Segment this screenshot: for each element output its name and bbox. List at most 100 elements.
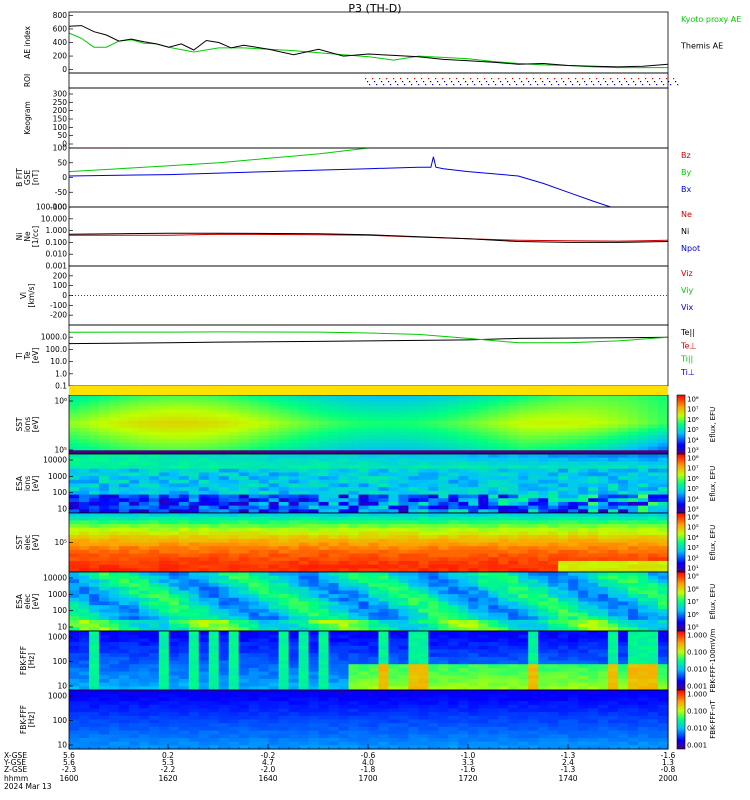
spectrogram-cell xyxy=(178,649,190,654)
spectrogram-cell xyxy=(558,575,569,580)
spectrogram-cell xyxy=(198,634,210,639)
spectrogram-cell xyxy=(238,406,250,411)
spectrogram-cell xyxy=(518,465,529,470)
spectrogram-cell xyxy=(628,424,639,429)
spectrogram-cell xyxy=(158,542,170,547)
spectrogram-cell xyxy=(69,406,80,411)
spectrogram-cell xyxy=(588,612,599,617)
spectrogram-cell xyxy=(408,553,420,558)
roi-marker xyxy=(516,84,518,86)
spectrogram-cell xyxy=(488,505,499,510)
spectrogram-cell xyxy=(228,516,240,521)
spectrogram-cell xyxy=(418,667,429,673)
spectrogram-cell xyxy=(288,575,300,580)
spectrogram-cell xyxy=(188,664,200,669)
spectrogram-cell xyxy=(158,557,170,562)
spectrogram-cell xyxy=(258,601,270,606)
spectrogram-cell xyxy=(248,678,260,684)
spectrogram-cell xyxy=(118,417,130,422)
roi-marker xyxy=(411,84,413,86)
spectrogram-cell xyxy=(598,509,609,514)
spectrogram-cell xyxy=(398,675,410,680)
spectrogram-cell xyxy=(638,420,649,426)
spectrogram-cell xyxy=(238,494,250,499)
spectrogram-cell xyxy=(348,601,360,606)
spectrogram-cell xyxy=(368,619,380,625)
spectrogram-cell xyxy=(78,424,90,429)
spectrogram-cell xyxy=(98,568,110,573)
spectrogram-cell xyxy=(528,572,539,577)
spectrogram-cell xyxy=(568,586,579,592)
spectrogram-cell xyxy=(428,520,439,525)
spectrogram-cell xyxy=(188,619,200,625)
spectrogram-cell xyxy=(478,420,489,426)
spectrogram-cell xyxy=(378,450,390,455)
spectrogram-cell xyxy=(498,454,509,459)
spectrogram-cell xyxy=(268,513,280,518)
spectrogram-cell xyxy=(648,442,659,448)
spectrogram-cell xyxy=(78,664,90,669)
spectrogram-cell xyxy=(358,505,370,510)
spectrogram-cell xyxy=(588,516,599,521)
spectrogram-cell xyxy=(428,402,439,407)
spectrogram-cell xyxy=(578,590,589,595)
spectrogram-cell xyxy=(348,442,360,448)
spectrogram-cell xyxy=(498,461,509,466)
spectrogram-cell xyxy=(628,446,639,451)
spectrogram-cell xyxy=(388,634,400,639)
spectrogram-cell xyxy=(508,527,519,533)
spectrogram-cell xyxy=(548,435,559,440)
roi-marker xyxy=(407,78,409,80)
spectrogram-cell xyxy=(108,413,120,418)
spectrogram-cell xyxy=(568,531,579,536)
spectrogram-cell xyxy=(528,505,539,510)
spectrogram-cell xyxy=(328,575,340,580)
spectrogram-cell xyxy=(108,586,120,592)
spectrogram-cell xyxy=(478,509,489,514)
spectrogram-cell xyxy=(578,535,589,540)
roi-marker xyxy=(425,84,427,86)
spectrogram-cell xyxy=(418,446,429,451)
spectrogram-cell xyxy=(148,612,160,617)
spectrogram-cell xyxy=(518,509,529,514)
spectrogram-cell xyxy=(188,638,200,643)
spectrogram-cell xyxy=(538,494,549,499)
spectrogram-cell xyxy=(288,531,300,536)
spectrogram-cell xyxy=(488,627,499,632)
spectrogram-cell xyxy=(218,579,230,584)
spectrogram-cell xyxy=(78,439,90,444)
spectrogram-cell xyxy=(648,490,659,496)
spectrogram-cell xyxy=(69,653,80,658)
spectrogram-cell xyxy=(478,608,489,614)
spectrogram-cell xyxy=(178,653,190,658)
spectrogram-cell xyxy=(288,424,300,429)
spectrogram-cell xyxy=(278,634,290,639)
spectrogram-cell xyxy=(268,395,280,400)
spectrogram-cell xyxy=(298,409,310,415)
spectrogram-cell xyxy=(108,608,120,614)
spectrogram-cell xyxy=(438,560,449,566)
spectrogram-cell xyxy=(168,435,180,440)
roi-marker xyxy=(677,84,679,86)
colorbar-tick-label: 10⁷ xyxy=(687,598,699,606)
spectrogram-cell xyxy=(578,494,589,499)
spectrogram-cell xyxy=(488,468,499,474)
spectrogram-cell xyxy=(418,476,429,481)
spectrogram-cell xyxy=(278,656,290,662)
roi-marker xyxy=(477,78,479,80)
spectrogram-cell xyxy=(288,605,300,610)
spectrogram-cell xyxy=(628,579,639,584)
spectrogram-cell xyxy=(388,439,400,444)
spectrogram-cell xyxy=(588,406,599,411)
spectrogram-cell xyxy=(218,590,230,595)
spectrogram-cell xyxy=(278,435,290,440)
spectrogram-cell xyxy=(69,483,80,488)
spectrogram-cell xyxy=(348,424,360,429)
spectrogram-cell xyxy=(528,568,539,573)
spectrogram-cell xyxy=(648,509,659,514)
spectrogram-cell xyxy=(358,671,370,676)
spectrogram-cell xyxy=(588,454,599,459)
roi-marker xyxy=(575,78,577,80)
spectrogram-cell xyxy=(568,402,579,407)
spectrogram-cell xyxy=(458,509,469,514)
